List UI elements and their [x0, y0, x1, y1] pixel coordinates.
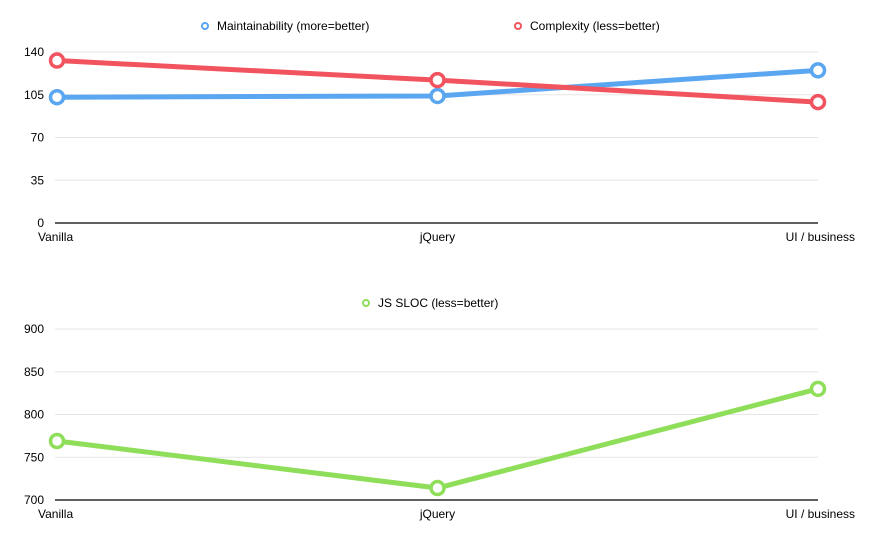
y-tick-label: 850	[24, 365, 44, 379]
y-tick-label: 900	[24, 322, 44, 336]
legend-label: JS SLOC (less=better)	[378, 296, 498, 310]
legend-marker	[514, 22, 522, 30]
x-tick-label: UI / business	[786, 230, 855, 244]
y-tick-label: 70	[31, 131, 45, 145]
data-point	[48, 52, 66, 69]
series-line	[54, 386, 821, 491]
data-point	[809, 62, 827, 79]
data-point	[429, 87, 446, 105]
data-point	[809, 93, 827, 111]
data-point	[48, 432, 66, 450]
y-tick-label: 750	[24, 450, 44, 464]
x-tick-label: jQuery	[419, 230, 455, 244]
y-tick-label: 35	[31, 173, 45, 187]
chart-maintainability-complexity: 0 35 70 105 140 Vanilla jQuery UI / business Mai…	[24, 19, 855, 244]
data-point	[48, 88, 66, 106]
y-tick-label: 0	[37, 216, 44, 230]
x-tick-label: jQuery	[419, 507, 455, 521]
legend-label: Complexity (less=better)	[530, 19, 660, 33]
x-tick-label: Vanilla	[38, 507, 73, 521]
legend-marker	[362, 299, 370, 307]
y-tick-label: 700	[24, 493, 44, 507]
y-tick-label: 105	[24, 88, 44, 102]
legend-label: Maintainability (more=better)	[217, 19, 369, 33]
data-point	[809, 380, 827, 398]
chart-js-sloc: 700 750 800 850 900 Vanilla jQuery UI / busines…	[24, 296, 855, 521]
y-tick-label: 800	[24, 408, 44, 422]
data-point	[429, 71, 446, 89]
y-tick-label: 140	[24, 45, 44, 59]
data-point	[429, 479, 446, 497]
x-tick-label: Vanilla	[38, 230, 73, 244]
x-tick-label: UI / business	[786, 507, 855, 521]
legend-marker	[201, 22, 209, 30]
